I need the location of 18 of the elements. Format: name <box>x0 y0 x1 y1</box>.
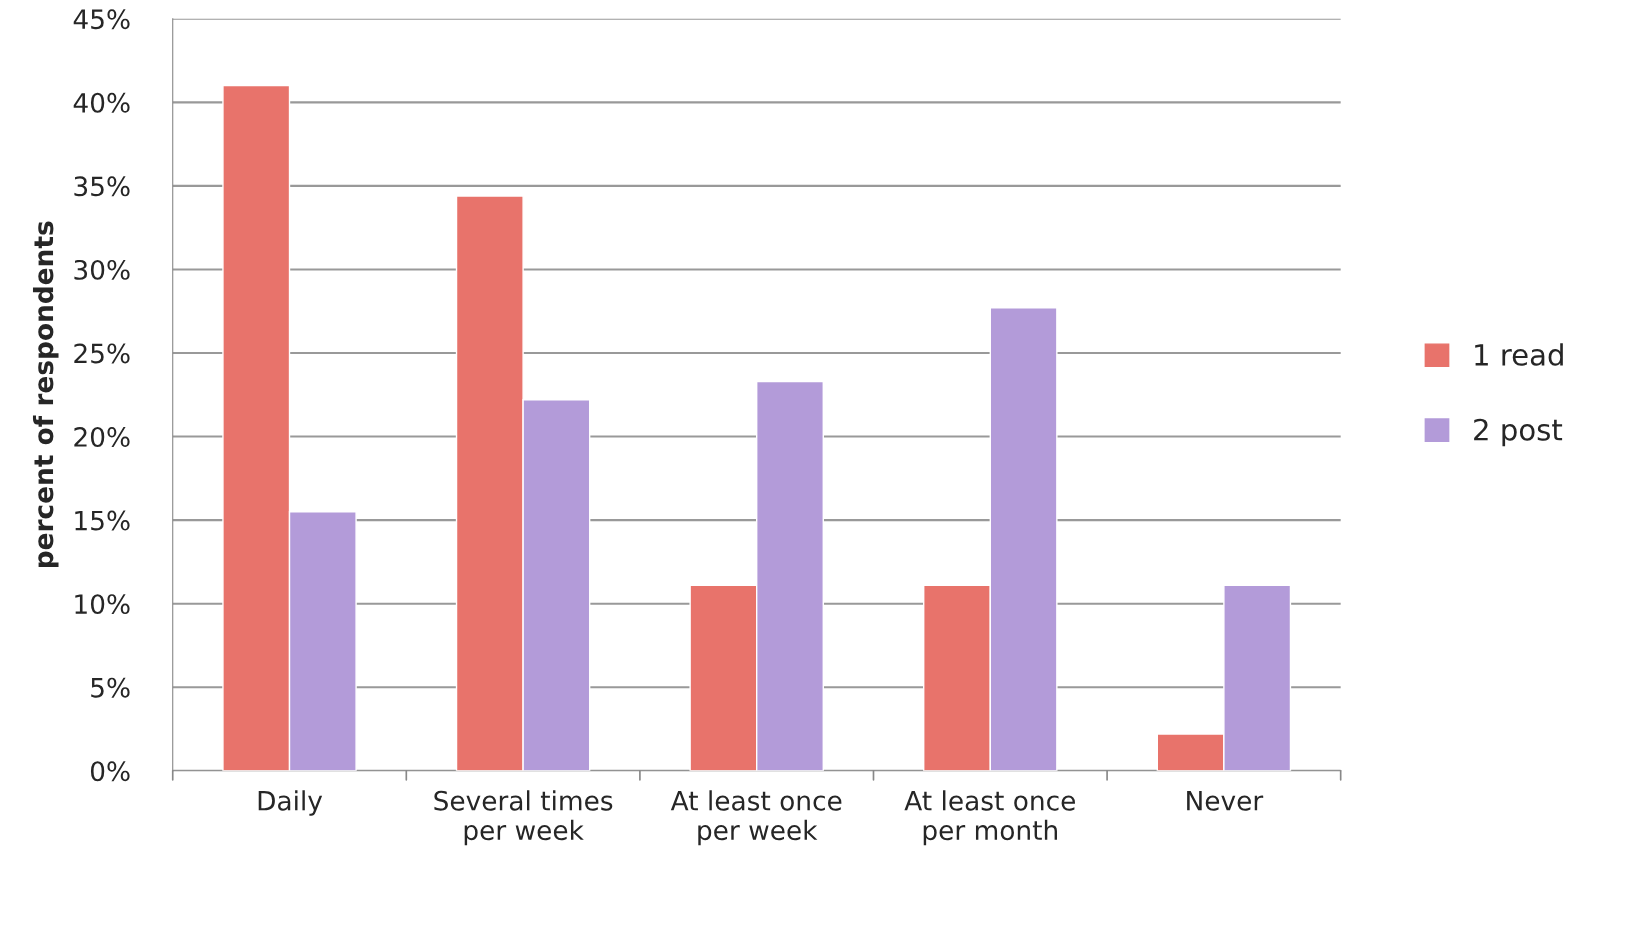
y-tick-label: 25% <box>74 343 130 364</box>
y-axis-title: percent of respondents <box>32 221 59 568</box>
y-tick-label: 10% <box>75 594 130 615</box>
y-tick-label: 0% <box>90 761 130 782</box>
y-tick-label: 15% <box>75 510 130 531</box>
y-tick-label: 5% <box>91 677 130 698</box>
y-tick-label: 35% <box>74 176 130 197</box>
y-tick-label: 30% <box>74 259 130 280</box>
x-tick-label: Daily <box>258 790 323 816</box>
legend-label: 2 post <box>1474 418 1563 447</box>
x-tick-label: Several times per week <box>434 790 613 846</box>
x-tick-label: Never <box>1187 791 1264 811</box>
y-tick-label: 40% <box>73 92 130 113</box>
legend-label: 1 read <box>1475 343 1563 366</box>
y-tick-label: 20% <box>74 427 130 447</box>
x-tick-label: At least once per month <box>904 790 1075 846</box>
y-tick-label: 45% <box>73 9 130 30</box>
x-tick-label: At least once per week <box>670 790 842 846</box>
